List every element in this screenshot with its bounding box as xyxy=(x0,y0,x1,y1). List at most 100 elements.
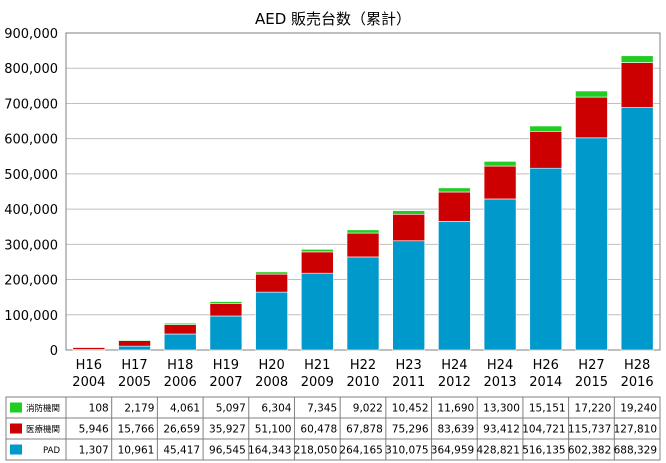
bar-segment xyxy=(301,272,334,351)
table-cell-value: 104,721 xyxy=(522,424,565,436)
bar-segment xyxy=(209,301,243,304)
table-cell-value: 516,135 xyxy=(522,445,565,457)
x-tick-year: 2010 xyxy=(346,375,379,390)
bar-segment xyxy=(529,167,563,351)
bar-segment xyxy=(392,240,425,351)
x-tick-year: 2011 xyxy=(392,375,425,390)
y-tick-label: 300,000 xyxy=(4,238,58,253)
bar-segment xyxy=(209,303,243,317)
table-cell-value: 310,075 xyxy=(385,445,428,457)
y-tick-label: 900,000 xyxy=(4,27,58,42)
bar-segment xyxy=(529,125,563,132)
legend-label: PAD xyxy=(43,446,60,456)
bar-segment xyxy=(255,271,288,275)
x-tick-era: H24 xyxy=(487,358,513,373)
bar-segment xyxy=(163,333,197,351)
table-cell-value: 218,050 xyxy=(294,445,337,457)
x-tick-year: 2009 xyxy=(301,375,334,390)
bar-segment xyxy=(392,210,425,215)
x-tick-era: H17 xyxy=(121,358,147,373)
table-cell-value: 2,179 xyxy=(124,403,154,415)
x-tick-era: H23 xyxy=(396,358,422,373)
table-cell-value: 1,307 xyxy=(79,445,109,457)
y-tick-label: 0 xyxy=(50,344,58,359)
bar-segment xyxy=(255,273,288,293)
table-cell-value: 45,417 xyxy=(163,445,200,457)
table-cell-value: 5,946 xyxy=(79,424,109,436)
y-tick-label: 400,000 xyxy=(4,203,58,218)
y-tick-label: 500,000 xyxy=(4,168,58,183)
bar-segment xyxy=(620,55,654,63)
x-tick-era: H22 xyxy=(350,358,376,373)
x-tick-era: H27 xyxy=(578,358,604,373)
table-cell-value: 10,961 xyxy=(118,445,155,457)
x-tick-year: 2006 xyxy=(164,375,197,390)
table-cell-value: 96,545 xyxy=(209,445,246,457)
bar-segment xyxy=(118,345,151,351)
x-tick-year: 2004 xyxy=(72,375,105,390)
bar-segment xyxy=(575,90,608,98)
x-tick-era: H16 xyxy=(76,358,102,373)
x-tick-era: H21 xyxy=(304,358,330,373)
table-cell-value: 9,022 xyxy=(353,403,383,415)
table-cell-value: 83,639 xyxy=(437,424,474,436)
x-tick-era: H24 xyxy=(441,358,467,373)
x-tick-year: 2007 xyxy=(209,375,242,390)
x-tick-year: 2005 xyxy=(118,375,151,390)
bar-segment xyxy=(209,315,243,351)
table-cell-value: 5,097 xyxy=(216,403,246,415)
y-tick-label: 200,000 xyxy=(4,274,58,289)
bar-segment xyxy=(483,161,517,167)
table-cell-value: 60,478 xyxy=(300,424,337,436)
table-cell-value: 15,151 xyxy=(529,403,566,415)
table-cell-value: 93,412 xyxy=(483,424,520,436)
table-cell-value: 264,165 xyxy=(339,445,382,457)
table-cell-value: 428,821 xyxy=(477,445,520,457)
x-tick-year: 2015 xyxy=(575,375,608,390)
x-tick-year: 2016 xyxy=(621,375,654,390)
table-cell-value: 602,382 xyxy=(568,445,611,457)
y-tick-label: 100,000 xyxy=(4,309,58,324)
legend-label: 消防機関 xyxy=(26,403,60,414)
legend-swatch xyxy=(10,444,22,455)
legend-label: 医療機関 xyxy=(26,424,60,435)
table-cell-value: 11,690 xyxy=(437,403,474,415)
bar-segment xyxy=(346,256,380,351)
bar-segment xyxy=(163,322,197,325)
bar-segment xyxy=(301,249,334,253)
table-cell-value: 19,240 xyxy=(620,403,657,415)
bar-segment xyxy=(392,213,425,242)
bar-segment xyxy=(163,324,197,335)
x-tick-year: 2014 xyxy=(529,375,562,390)
bar-segment xyxy=(118,339,151,341)
table-cell-value: 364,959 xyxy=(431,445,474,457)
table-cell-value: 17,220 xyxy=(575,403,612,415)
chart-title: AED 販売台数（累計） xyxy=(255,10,411,28)
y-tick-label: 600,000 xyxy=(4,133,58,148)
table-cell-value: 115,737 xyxy=(568,424,611,436)
x-tick-era: H28 xyxy=(624,358,650,373)
x-tick-era: H19 xyxy=(213,358,239,373)
y-tick-label: 700,000 xyxy=(4,97,58,112)
x-tick-era: H18 xyxy=(167,358,193,373)
x-tick-era: H26 xyxy=(533,358,559,373)
bar-segment xyxy=(575,137,608,351)
bar-segment xyxy=(483,165,517,200)
y-tick-label: 800,000 xyxy=(4,62,58,77)
bar-segment xyxy=(118,340,151,347)
x-tick-year: 2008 xyxy=(255,375,288,390)
table-cell-value: 688,329 xyxy=(614,445,657,457)
bar-segment xyxy=(529,131,563,169)
legend-swatch xyxy=(10,402,22,413)
bar-segment xyxy=(255,291,288,351)
bar-segment xyxy=(346,232,380,258)
table-cell-value: 10,452 xyxy=(392,403,429,415)
table-cell-value: 75,296 xyxy=(392,424,429,436)
table-cell-value: 26,659 xyxy=(163,424,200,436)
bar-segment xyxy=(72,347,106,350)
table-cell-value: 15,766 xyxy=(118,424,155,436)
table-cell-value: 35,927 xyxy=(209,424,246,436)
table-cell-value: 6,304 xyxy=(261,403,291,415)
